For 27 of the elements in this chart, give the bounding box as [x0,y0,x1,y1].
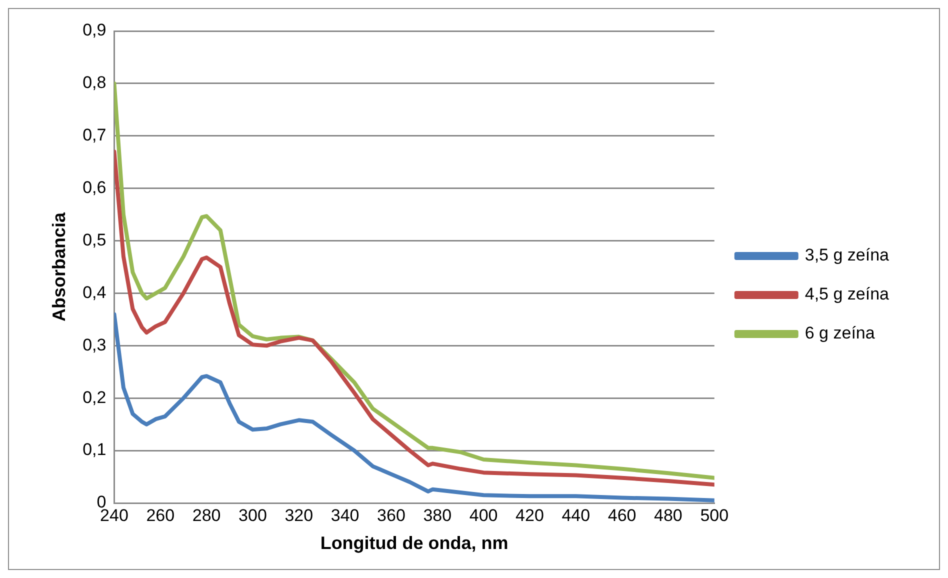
legend-label: 6 g zeína [804,324,876,343]
x-tick-label: 340 [330,506,360,525]
x-tick-label: 460 [608,506,636,525]
x-tick-label: 360 [377,506,406,525]
x-tick-label: 420 [516,506,544,525]
x-axis-title: Longitud de onda, nm [320,533,508,554]
x-tick-label: 500 [700,506,729,525]
legend-label: 4,5 g zeína [804,284,890,304]
y-tick-label: 0,9 [82,20,106,40]
y-tick-label: 0,2 [82,388,106,407]
y-tick-label: 0,7 [82,126,106,145]
x-tick-label: 440 [562,506,590,525]
y-tick-label: 0,1 [82,440,106,460]
x-tick-label: 280 [192,506,221,525]
y-tick-label: 0,4 [82,282,106,302]
x-tick-label: 380 [423,506,452,525]
y-tick-label: 0,3 [82,335,106,354]
y-tick-label: 0,6 [82,178,106,198]
x-tick-label: 320 [284,506,314,525]
y-tick-label: 0,5 [82,230,106,250]
x-tick-label: 300 [238,506,267,525]
y-axis-title: Absorbancia [48,212,69,322]
x-tick-label: 400 [469,506,498,525]
x-tick-label: 260 [146,506,175,525]
y-tick-label: 0,8 [82,73,106,92]
x-tick-label: 480 [654,506,682,525]
legend-label: 3,5 g zeína [804,246,890,265]
